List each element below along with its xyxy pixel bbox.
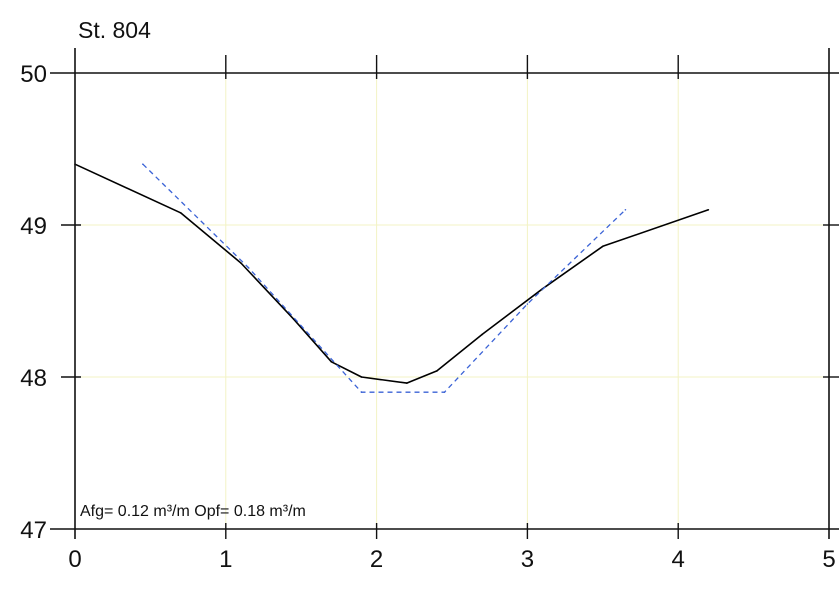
data-point-solid-4 [330,361,333,363]
chart-title: St. 804 [78,17,151,43]
data-point-solid-2 [240,262,242,264]
data-point-dashed-3 [443,391,446,394]
x-tick-label-3: 3 [521,546,534,573]
ticks [61,55,839,539]
y-tick-label-50: 50 [20,61,47,88]
grid [75,73,829,529]
data-point-solid-11 [707,209,710,211]
y-tick-label-48: 48 [20,365,47,392]
data-point-solid-1 [179,212,182,214]
data-point-solid-7 [436,370,438,372]
data-point-dashed-2 [360,391,363,394]
data-point-dashed-4 [526,303,529,305]
data-point-dashed-1 [247,266,250,269]
x-tick-label-0: 0 [68,546,81,573]
volume-annotation: Afg= 0.12 m³/m Opf= 0.18 m³/m [80,503,306,520]
x-tick-label-1: 1 [219,546,232,573]
data-point-solid-5 [360,376,363,378]
y-tick-label-49: 49 [20,213,47,240]
tick-labels: 0 1 2 3 4 5 47 48 49 50 [20,61,835,573]
axes [50,48,839,539]
data-point-dashed-0 [142,163,144,165]
series-line-solid [74,163,709,384]
series-layer [74,163,710,394]
x-tick-label-4: 4 [672,546,685,573]
data-point-solid-8 [481,333,483,336]
data-point-solid-10 [602,245,604,248]
x-tick-label-2: 2 [370,546,383,573]
data-point-solid-6 [405,382,408,384]
x-tick-label-5: 5 [822,546,835,573]
data-point-dashed-5 [624,209,627,211]
series-line-dashed [142,163,626,393]
y-tick-label-47: 47 [20,517,47,544]
